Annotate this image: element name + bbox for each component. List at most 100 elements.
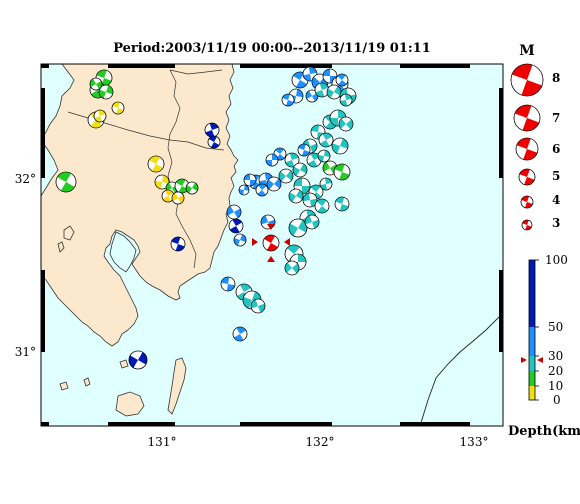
depth-tick-30: 30 bbox=[548, 349, 563, 363]
focal-mechanism bbox=[322, 160, 338, 176]
focal-mechanism bbox=[226, 204, 242, 220]
magnitude-legend-ball-4 bbox=[520, 195, 534, 209]
focal-mechanism bbox=[204, 122, 220, 138]
depth-band-deep bbox=[529, 260, 535, 327]
focal-mechanism bbox=[314, 198, 330, 214]
coast-inlet bbox=[40, 138, 59, 198]
islet-3 bbox=[119, 359, 129, 369]
depth-colorbar: 100 50 30 20 10 0 Depth(km) bbox=[508, 253, 580, 439]
focal-mechanism bbox=[171, 191, 185, 205]
focal-mechanism bbox=[232, 326, 248, 342]
magnitude-legend-ball-3 bbox=[521, 219, 533, 231]
trench-line bbox=[419, 313, 504, 427]
focal-mechanism bbox=[339, 93, 353, 107]
focal-mechanism bbox=[326, 84, 342, 100]
map-panel bbox=[40, 63, 504, 427]
focal-mechanism bbox=[281, 93, 295, 107]
mainshock-arrows bbox=[252, 224, 290, 262]
focal-mechanism bbox=[278, 168, 294, 184]
kagoshima-bay bbox=[109, 231, 137, 273]
focal-mechanism bbox=[305, 89, 319, 103]
focal-mechanism bbox=[293, 177, 311, 195]
mag-label-8: 8 bbox=[552, 71, 560, 85]
depth-marker-left bbox=[521, 357, 527, 363]
focal-mechanism bbox=[93, 109, 107, 123]
depth-band-30 bbox=[529, 356, 535, 371]
depth-tick-100: 100 bbox=[545, 253, 568, 267]
mag-label-3: 3 bbox=[552, 216, 560, 230]
colorbar-frame bbox=[528, 259, 536, 401]
focal-mechanism bbox=[304, 214, 320, 230]
boundary-miyazaki bbox=[167, 69, 197, 269]
focal-mechanism bbox=[55, 171, 77, 193]
depth-tick-0: 0 bbox=[553, 393, 561, 407]
focal-mechanism bbox=[292, 162, 308, 178]
mag-label-7: 7 bbox=[552, 111, 560, 125]
focal-mechanism bbox=[314, 82, 330, 98]
mag-label-5: 5 bbox=[552, 169, 560, 183]
focal-mechanism bbox=[318, 132, 334, 148]
focal-mechanism bbox=[265, 153, 279, 167]
yatsushiro-sea bbox=[40, 63, 75, 142]
depth-tick-20: 20 bbox=[548, 364, 563, 378]
focal-mechanism bbox=[288, 88, 304, 104]
focal-mechanism bbox=[317, 149, 331, 163]
focal-mechanism bbox=[319, 177, 333, 191]
depth-marker-right bbox=[537, 357, 543, 363]
focal-mechanism bbox=[207, 135, 221, 149]
focal-mechanism bbox=[238, 184, 250, 196]
focal-mechanism bbox=[243, 173, 257, 187]
focal-mechanism bbox=[302, 192, 318, 208]
magnitude-legend-ball-5 bbox=[518, 168, 536, 186]
focal-mechanism bbox=[255, 183, 269, 197]
focal-mechanism bbox=[302, 66, 318, 82]
boundary-oita bbox=[169, 69, 223, 75]
focal-mechanism bbox=[266, 176, 282, 192]
focal-mechanism bbox=[128, 350, 148, 370]
focal-mechanism bbox=[154, 174, 170, 190]
focal-mechanism bbox=[170, 236, 186, 252]
focal-mechanism bbox=[288, 218, 308, 238]
kyushu-mainland bbox=[40, 63, 239, 347]
focal-mechanism bbox=[98, 84, 114, 100]
magnitude-legend: M 8 7 6 5 4 3 bbox=[510, 43, 560, 231]
focal-mechanism bbox=[333, 163, 351, 181]
depth-band-50 bbox=[529, 327, 535, 356]
depth-tick-10: 10 bbox=[548, 379, 563, 393]
depth-tick-50: 50 bbox=[548, 320, 563, 334]
lon-label-132: 132° bbox=[306, 435, 335, 449]
magnitude-legend-ball-7 bbox=[513, 104, 541, 132]
lat-label-32: 32° bbox=[15, 172, 36, 186]
magnitude-legend-heading: M bbox=[519, 43, 535, 59]
mainshock-focal-mechanism bbox=[262, 234, 280, 252]
focal-mechanisms bbox=[55, 66, 357, 370]
land bbox=[40, 63, 239, 417]
yakushima bbox=[115, 391, 145, 417]
tanegashima bbox=[167, 357, 187, 415]
map-title: Period:2003/11/19 00:00--2013/11/19 01:1… bbox=[113, 41, 431, 56]
islet-1 bbox=[59, 381, 69, 391]
islet-2 bbox=[83, 377, 91, 387]
mag-label-4: 4 bbox=[552, 193, 560, 207]
focal-mechanism bbox=[147, 155, 165, 173]
focal-mechanism bbox=[228, 218, 244, 234]
lat-label-31: 31° bbox=[15, 345, 36, 359]
island-west-2 bbox=[57, 241, 65, 253]
focal-mechanism bbox=[185, 181, 199, 195]
depth-band-0 bbox=[529, 386, 535, 400]
magnitude-legend-ball-8 bbox=[510, 63, 544, 97]
lon-label-133: 133° bbox=[460, 435, 489, 449]
magnitude-legend-ball-6 bbox=[515, 137, 539, 161]
focal-mechanism bbox=[288, 188, 304, 204]
lon-label-131: 131° bbox=[148, 435, 177, 449]
focal-mechanism bbox=[220, 276, 236, 292]
focal-mechanism bbox=[331, 137, 349, 155]
depth-unit-label: Depth(km) bbox=[508, 424, 580, 439]
focal-mechanism bbox=[174, 178, 190, 194]
depth-band-20 bbox=[529, 371, 535, 386]
island-west-1 bbox=[63, 225, 75, 241]
focal-mechanism bbox=[89, 77, 103, 91]
focal-mechanism bbox=[233, 233, 247, 247]
mag-label-6: 6 bbox=[552, 142, 560, 156]
